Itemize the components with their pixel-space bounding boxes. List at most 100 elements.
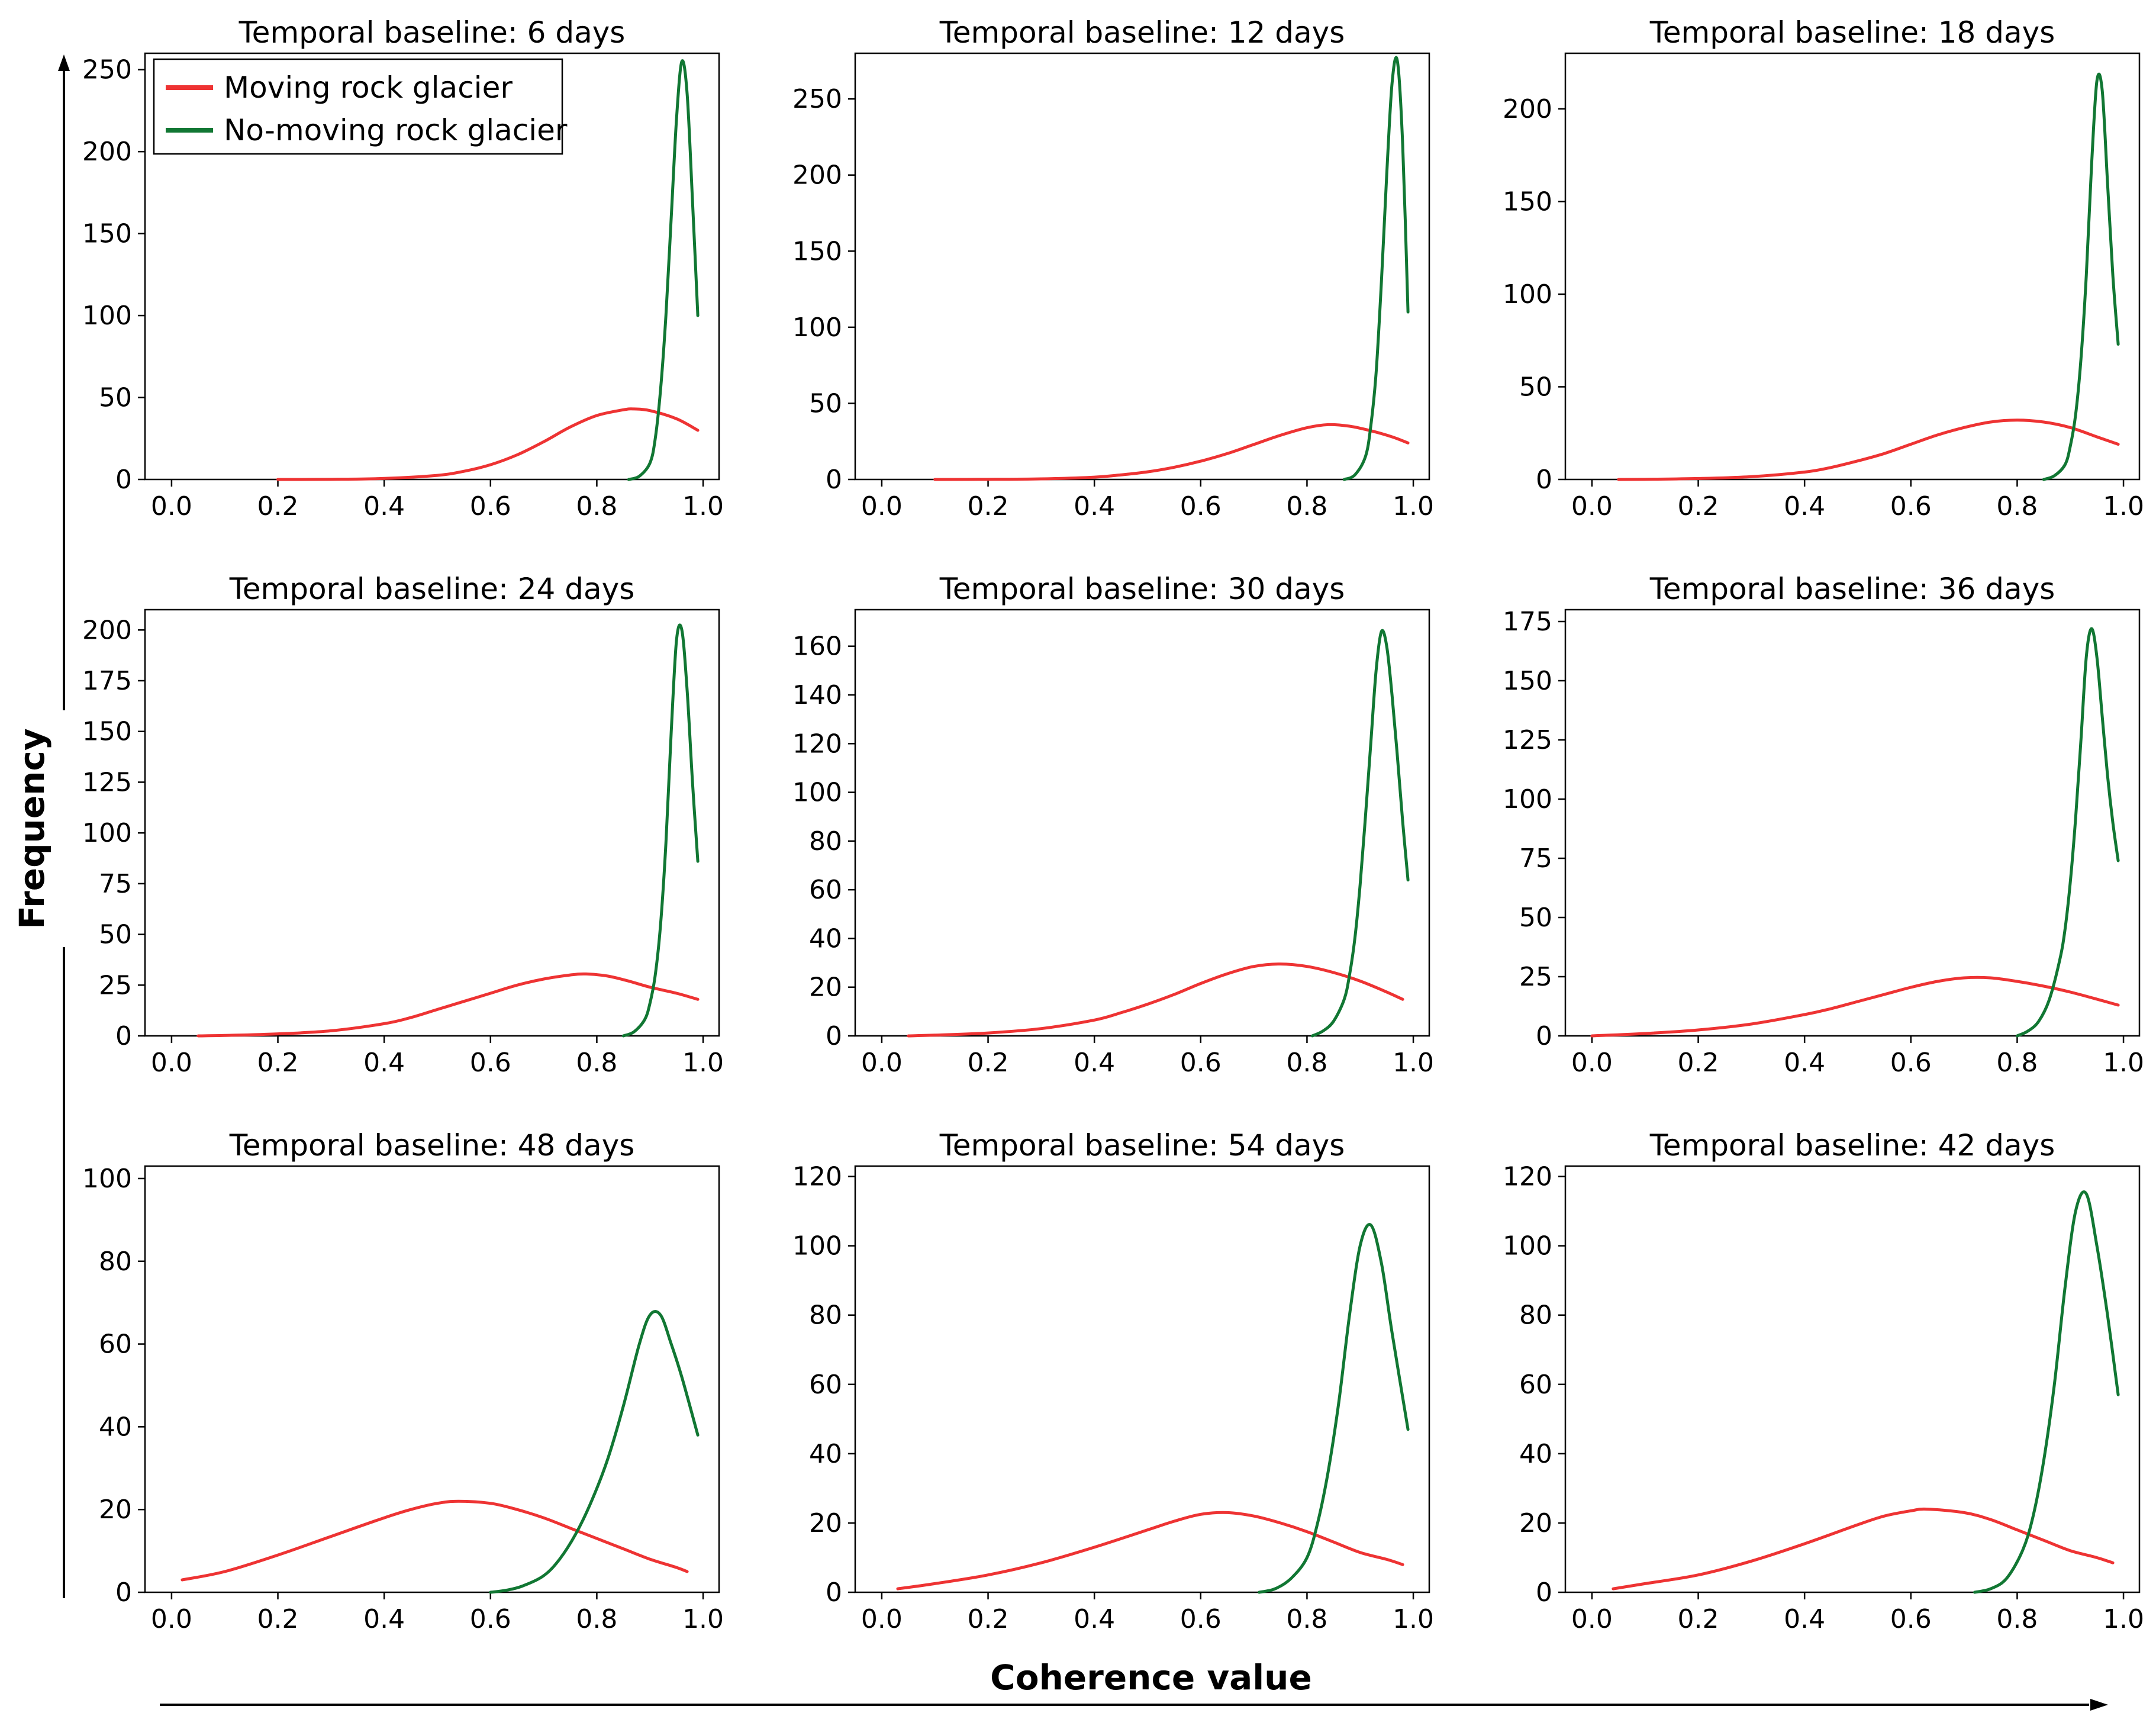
legend: Moving rock glacier No-moving rock glacie…	[153, 58, 568, 155]
y-tick-label: 200	[82, 137, 132, 167]
series-line-moving	[181, 1499, 689, 1582]
y-axis-label-group: Frequency	[12, 54, 71, 1598]
y-tick-label: 150	[1503, 666, 1552, 696]
x-tick-label: 0.0	[861, 491, 903, 521]
y-tick-label: 20	[809, 973, 842, 1003]
y-tick-label: 75	[1519, 843, 1552, 874]
y-axis-label: Frequency	[12, 728, 52, 929]
axes-frame	[144, 1165, 720, 1593]
panel-9: Temporal baseline: 42 days 0.0 0.2 0.4 0.6 0.…	[1503, 1128, 2144, 1634]
series-line-moving	[196, 972, 700, 1038]
x-tick-label: 0.0	[151, 1604, 192, 1634]
x-tick-label: 0.6	[1890, 1048, 1932, 1078]
x-tick-label: 0.0	[151, 1048, 192, 1078]
y-tick-label: 80	[809, 1300, 842, 1331]
panel-6: Temporal baseline: 36 days 0.0 0.2 0.4 0.6 0.…	[1503, 572, 2144, 1078]
y-tick-label: 20	[809, 1508, 842, 1538]
x-tick-label: 1.0	[682, 1048, 724, 1078]
y-tick-label: 0	[826, 1021, 842, 1051]
series-line-moving	[1590, 975, 2120, 1038]
panel-4: Temporal baseline: 24 days 0.0 0.2 0.4 0.6 0.…	[82, 572, 724, 1078]
panel-3: Temporal baseline: 18 days 0.0 0.2 0.4 0.6 0.…	[1503, 15, 2144, 521]
axes-frame	[144, 609, 720, 1037]
y-tick-label: 100	[1503, 784, 1552, 814]
axes-frame	[1564, 52, 2141, 481]
y-tick-label: 80	[99, 1247, 132, 1277]
y-tick-label: 175	[82, 666, 132, 696]
legend-label: Moving rock glacier	[224, 70, 513, 105]
series-line-moving	[276, 407, 700, 481]
y-tick-label: 200	[792, 160, 842, 191]
panel-5: Temporal baseline: 30 days 0.0 0.2 0.4 0.6 0.…	[792, 572, 1434, 1078]
panel-title: Temporal baseline: 48 days	[229, 1128, 635, 1163]
y-label-mask	[18, 710, 71, 947]
x-tick-label: 1.0	[2103, 491, 2144, 521]
y-tick-label: 100	[82, 818, 132, 848]
panel-7: Temporal baseline: 48 days 0.0 0.2 0.4 0.6 0.…	[82, 1128, 724, 1634]
y-tick-label: 20	[1519, 1508, 1552, 1538]
x-tick-label: 0.2	[1678, 1604, 1719, 1634]
x-tick-label: 0.0	[151, 491, 192, 521]
x-tick-label: 0.2	[968, 491, 1009, 521]
x-tick-label: 0.4	[1074, 491, 1115, 521]
series-line-no-moving	[2015, 627, 2120, 1038]
y-tick-label: 100	[792, 778, 842, 808]
y-tick-label: 150	[1503, 186, 1552, 217]
y-tick-label: 120	[792, 729, 842, 759]
x-tick-label: 0.6	[1180, 1048, 1222, 1078]
x-tick-label: 0.2	[1678, 1048, 1719, 1078]
y-tick-label: 50	[809, 388, 842, 418]
y-tick-label: 250	[792, 84, 842, 114]
panel-1: Temporal baseline: 6 days 0.0 0.2 0.4 0.6 0.8…	[82, 15, 724, 521]
y-tick-label: 80	[809, 826, 842, 857]
panel-title: Temporal baseline: 18 days	[1649, 15, 2055, 50]
y-tick-label: 25	[1519, 962, 1552, 992]
y-tick-label: 120	[792, 1162, 842, 1192]
panels: Temporal baseline: 6 days 0.0 0.2 0.4 0.6 0.8…	[82, 15, 2144, 1634]
x-tick-label: 0.4	[363, 1048, 405, 1078]
y-tick-label: 0	[826, 465, 842, 495]
x-tick-label: 0.6	[1180, 491, 1222, 521]
series-line-moving	[1617, 418, 2120, 481]
y-tick-label: 60	[1519, 1370, 1552, 1400]
y-tick-label: 80	[1519, 1300, 1552, 1331]
y-tick-label: 0	[826, 1577, 842, 1608]
axes-frame	[1564, 609, 2141, 1037]
x-tick-label: 0.2	[257, 491, 299, 521]
x-tick-label: 0.2	[257, 1048, 299, 1078]
panel-title: Temporal baseline: 12 days	[939, 15, 1345, 50]
x-tick-label: 0.4	[363, 1604, 405, 1634]
y-tick-label: 50	[99, 920, 132, 950]
y-tick-label: 160	[792, 632, 842, 662]
x-tick-label: 1.0	[2103, 1048, 2144, 1078]
x-tick-label: 0.0	[1571, 1604, 1613, 1634]
y-tick-label: 40	[809, 923, 842, 954]
x-tick-label: 0.6	[470, 491, 511, 521]
x-tick-label: 0.6	[1180, 1604, 1222, 1634]
x-tick-label: 0.8	[576, 491, 617, 521]
y-tick-label: 150	[82, 219, 132, 249]
x-tick-label: 0.4	[1784, 1604, 1825, 1634]
y-tick-label: 25	[99, 970, 132, 1000]
panel-title: Temporal baseline: 30 days	[939, 572, 1345, 606]
y-tick-label: 50	[1519, 903, 1552, 933]
x-tick-label: 0.8	[1286, 1048, 1327, 1078]
x-tick-label: 0.4	[1074, 1604, 1115, 1634]
y-tick-label: 100	[82, 1164, 132, 1194]
x-tick-label: 0.8	[1996, 1604, 2038, 1634]
series-line-no-moving	[489, 1310, 700, 1594]
y-tick-label: 120	[1503, 1162, 1552, 1192]
y-axis-arrowhead	[58, 54, 70, 71]
series-line-no-moving	[621, 623, 700, 1038]
series-line-moving	[933, 423, 1410, 481]
panel-title: Temporal baseline: 36 days	[1649, 572, 2055, 606]
x-tick-label: 0.8	[1286, 491, 1327, 521]
axes-frame	[1564, 1165, 2141, 1593]
x-tick-label: 1.0	[682, 1604, 724, 1634]
x-tick-label: 0.4	[1784, 491, 1825, 521]
series-line-moving	[1612, 1507, 2115, 1591]
y-tick-label: 50	[99, 383, 132, 413]
panel-title: Temporal baseline: 6 days	[239, 15, 626, 50]
y-tick-label: 0	[1536, 1577, 1552, 1608]
